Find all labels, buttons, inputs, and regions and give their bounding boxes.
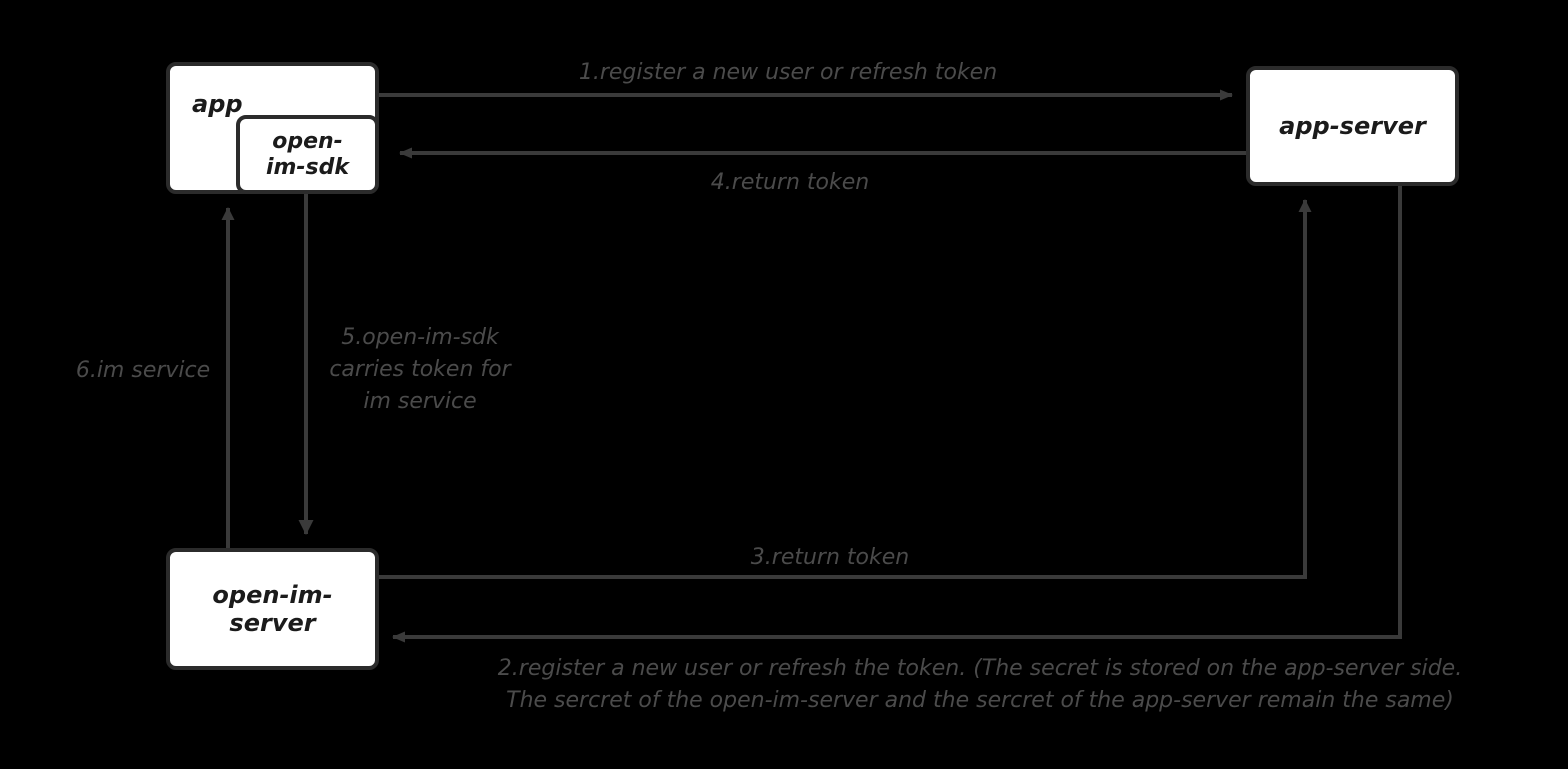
edge-label-1-register-user: 1.register a new user or refresh token bbox=[578, 60, 998, 85]
edge-2-line bbox=[392, 186, 1402, 643]
edge-label-5-sdk-carries-token: 5.open-im-sdk carries token for im servi… bbox=[329, 325, 511, 414]
edge-label-3-return-token: 3.return token bbox=[750, 545, 910, 570]
edge-label-2-register-refresh-token: 2.register a new user or refresh the tok… bbox=[497, 656, 1463, 713]
node-open-im-sdk[interactable]: open- im-sdk bbox=[236, 115, 379, 194]
node-app-server[interactable]: app-server bbox=[1246, 66, 1459, 186]
edge-label-6-im-service: 6.im service bbox=[75, 358, 211, 383]
node-open-im-server[interactable]: open-im- server bbox=[166, 548, 379, 670]
edge-label-4-return-token: 4.return token bbox=[710, 170, 870, 195]
edge-3-line bbox=[379, 199, 1312, 579]
